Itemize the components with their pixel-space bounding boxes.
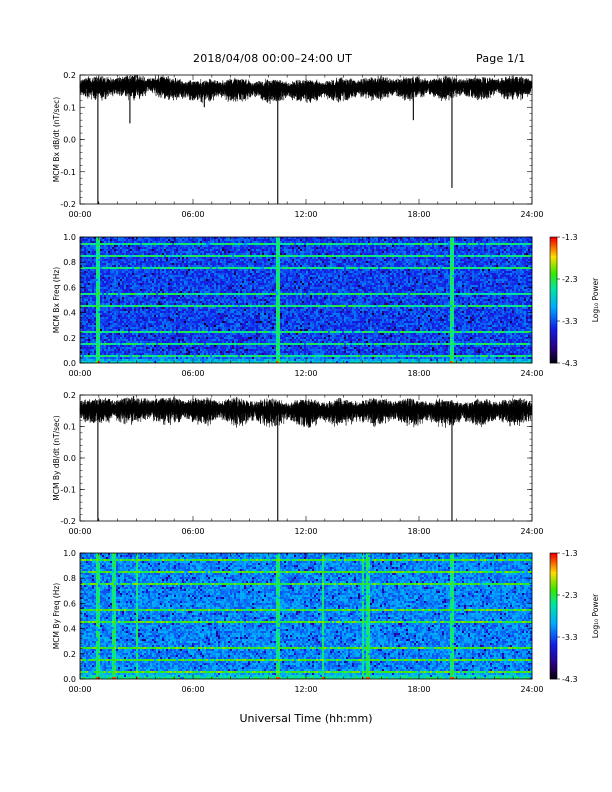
x-tick-label: 18:00	[407, 685, 430, 694]
y-tick-label: 0.4	[63, 309, 76, 318]
spectrogram-1	[80, 237, 533, 364]
y-tick-label: 0.2	[63, 71, 76, 80]
x-tick-label: 18:00	[407, 527, 430, 536]
colorbar-tick-label: -1.3	[562, 233, 578, 242]
x-tick-label: 12:00	[294, 685, 317, 694]
page-title: 2018/04/08 00:00–24:00 UT	[193, 52, 352, 65]
y-tick-label: 1.0	[63, 233, 76, 242]
x-tick-label: 06:00	[181, 210, 204, 219]
x-tick-label: 00:00	[68, 685, 91, 694]
y-axis-label: MCM By Freq (Hz)	[52, 583, 61, 649]
y-tick-label: 0.0	[63, 136, 76, 145]
x-tick-label: 06:00	[181, 369, 204, 378]
y-tick-label: 0.8	[63, 258, 76, 267]
y-tick-label: 0.6	[63, 283, 76, 292]
y-tick-label: 0.6	[63, 599, 76, 608]
colorbar-tick-label: -2.3	[562, 275, 578, 284]
x-tick-label: 12:00	[294, 527, 317, 536]
y-tick-label: 0.0	[63, 675, 76, 684]
plot-frame-3	[79, 552, 533, 680]
series-line-2	[79, 396, 533, 428]
x-tick-label: 24:00	[520, 369, 543, 378]
plot-frame-0	[79, 74, 533, 205]
x-tick-label: 18:00	[407, 210, 430, 219]
colorbar-tick-label: -2.3	[562, 591, 578, 600]
x-tick-label: 00:00	[68, 369, 91, 378]
x-tick-label: 12:00	[294, 210, 317, 219]
colorbar-1	[549, 236, 558, 364]
x-tick-label: 12:00	[294, 369, 317, 378]
y-tick-label: 0.2	[63, 334, 76, 343]
y-tick-label: -0.1	[60, 168, 76, 177]
y-tick-label: -0.1	[60, 486, 76, 495]
colorbar-label: Log₁₀ Power	[591, 593, 600, 638]
y-tick-label: 0.4	[63, 625, 76, 634]
spectrogram-3	[80, 553, 533, 680]
colorbar-tick-label: -3.3	[562, 633, 578, 642]
colorbar-tick-label: -1.3	[562, 549, 578, 558]
page-number: Page 1/1	[476, 52, 525, 65]
x-tick-label: 24:00	[520, 685, 543, 694]
x-tick-label: 18:00	[407, 369, 430, 378]
y-tick-label: 0.1	[63, 423, 76, 432]
x-tick-label: 24:00	[520, 527, 543, 536]
y-tick-label: 0.2	[63, 391, 76, 400]
colorbar-tick-label: -3.3	[562, 317, 578, 326]
y-axis-label: MCM Bx Freq (Hz)	[52, 267, 61, 333]
x-tick-label: 00:00	[68, 527, 91, 536]
x-tick-label: 00:00	[68, 210, 91, 219]
x-tick-label: 06:00	[181, 685, 204, 694]
y-tick-label: 1.0	[63, 549, 76, 558]
y-axis-label: MCM By dB/dt (nT/sec)	[52, 415, 61, 500]
series-line-0	[79, 74, 533, 104]
y-tick-label: 0.2	[63, 650, 76, 659]
colorbar-3	[549, 552, 558, 680]
y-tick-label: 0.0	[63, 454, 76, 463]
colorbar-label: Log₁₀ Power	[591, 277, 600, 322]
colorbar-tick-label: -4.3	[562, 675, 578, 684]
y-axis-label: MCM Bx dB/dt (nT/sec)	[52, 97, 61, 182]
plot-frame-2	[79, 394, 533, 522]
y-tick-label: -0.2	[60, 517, 76, 526]
y-tick-label: -0.2	[60, 200, 76, 209]
y-tick-label: 0.0	[63, 359, 76, 368]
x-tick-label: 06:00	[181, 527, 204, 536]
x-tick-label: 24:00	[520, 210, 543, 219]
x-axis-label: Universal Time (hh:mm)	[0, 712, 612, 725]
y-tick-label: 0.1	[63, 103, 76, 112]
y-tick-label: 0.8	[63, 574, 76, 583]
colorbar-tick-label: -4.3	[562, 359, 578, 368]
plot-frame-1	[79, 236, 533, 364]
